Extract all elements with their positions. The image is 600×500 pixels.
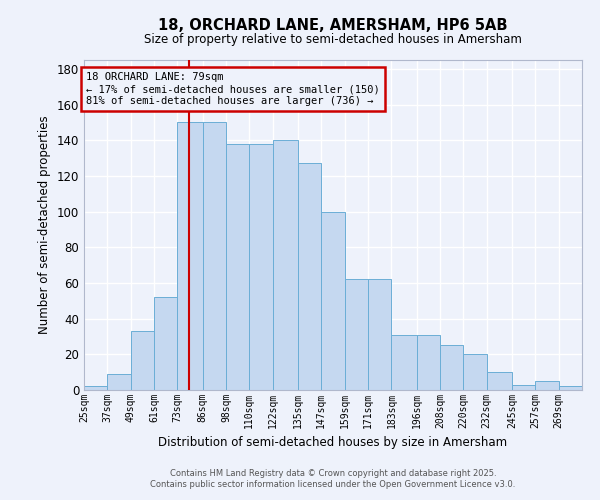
Bar — [84, 386, 107, 390]
X-axis label: Distribution of semi-detached houses by size in Amersham: Distribution of semi-detached houses by … — [158, 436, 508, 450]
Bar — [154, 297, 178, 390]
Bar — [203, 122, 226, 390]
Bar — [559, 386, 582, 390]
Bar — [226, 144, 250, 390]
Bar — [272, 140, 298, 390]
Text: Size of property relative to semi-detached houses in Amersham: Size of property relative to semi-detach… — [144, 32, 522, 46]
Text: Contains HM Land Registry data © Crown copyright and database right 2025.: Contains HM Land Registry data © Crown c… — [170, 468, 496, 477]
Bar — [487, 372, 512, 390]
Bar — [107, 374, 131, 390]
Bar — [535, 381, 559, 390]
Bar — [250, 144, 272, 390]
Bar — [344, 280, 368, 390]
Bar — [416, 334, 440, 390]
Text: 18, ORCHARD LANE, AMERSHAM, HP6 5AB: 18, ORCHARD LANE, AMERSHAM, HP6 5AB — [158, 18, 508, 32]
Y-axis label: Number of semi-detached properties: Number of semi-detached properties — [38, 116, 51, 334]
Bar — [440, 346, 463, 390]
Bar — [512, 384, 535, 390]
Bar — [322, 212, 344, 390]
Bar — [178, 122, 203, 390]
Bar — [298, 164, 322, 390]
Text: Contains public sector information licensed under the Open Government Licence v3: Contains public sector information licen… — [151, 480, 515, 489]
Bar — [463, 354, 487, 390]
Text: 18 ORCHARD LANE: 79sqm
← 17% of semi-detached houses are smaller (150)
81% of se: 18 ORCHARD LANE: 79sqm ← 17% of semi-det… — [86, 72, 380, 106]
Bar — [131, 331, 154, 390]
Bar — [368, 280, 391, 390]
Bar — [391, 334, 416, 390]
